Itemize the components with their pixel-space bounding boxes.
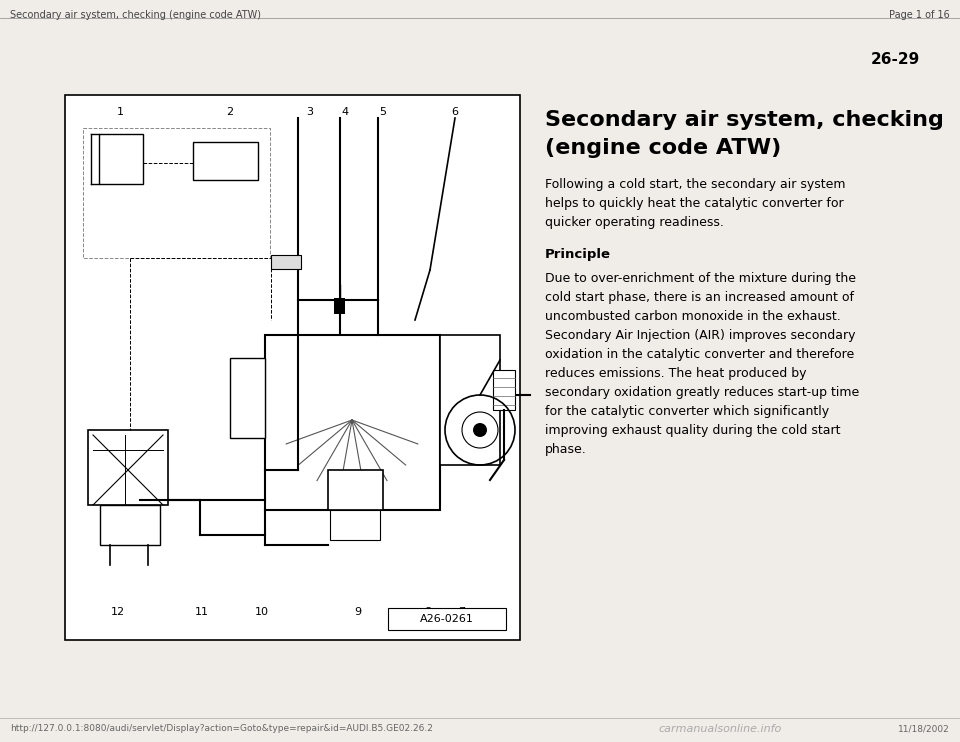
Bar (88, 430, 168, 505)
Text: Due to over-enrichment of the mixture during the
cold start phase, there is an i: Due to over-enrichment of the mixture du… (545, 272, 859, 456)
Text: 10: 10 (255, 607, 269, 617)
Bar (193, 142, 258, 180)
Text: Secondary air system, checking: Secondary air system, checking (545, 110, 944, 130)
Text: 4: 4 (342, 107, 348, 117)
Text: Page 1 of 16: Page 1 of 16 (889, 10, 950, 20)
Circle shape (473, 423, 487, 437)
Bar (100, 505, 160, 545)
Bar (388, 608, 506, 630)
Text: http://127.0.0.1:8080/audi/servlet/Display?action=Goto&type=repair&id=AUDI.B5.GE: http://127.0.0.1:8080/audi/servlet/Displ… (10, 724, 433, 733)
Text: Secondary air system, checking (engine code ATW): Secondary air system, checking (engine c… (10, 10, 261, 20)
Bar (83, 128, 270, 258)
Text: Principle: Principle (545, 248, 611, 261)
Bar (230, 358, 265, 438)
Text: carmanualsonline.info: carmanualsonline.info (659, 724, 781, 734)
Bar (265, 335, 440, 510)
Text: 1: 1 (116, 107, 124, 117)
Bar (493, 370, 515, 410)
Bar (440, 335, 500, 465)
Bar (271, 255, 301, 269)
Text: A26-0261: A26-0261 (420, 614, 474, 624)
Text: 5: 5 (379, 107, 387, 117)
Text: 12: 12 (111, 607, 125, 617)
Text: 26-29: 26-29 (871, 52, 920, 67)
Bar (328, 470, 383, 510)
Text: 7: 7 (459, 607, 466, 617)
Bar (330, 510, 380, 540)
Text: 11: 11 (195, 607, 209, 617)
Text: 6: 6 (451, 107, 459, 117)
Bar (65, 95, 520, 640)
Text: 11/18/2002: 11/18/2002 (899, 724, 950, 733)
Bar (334, 298, 345, 314)
Text: 8: 8 (424, 607, 432, 617)
Text: 3: 3 (306, 107, 314, 117)
Text: 2: 2 (227, 107, 233, 117)
Text: Following a cold start, the secondary air system
helps to quickly heat the catal: Following a cold start, the secondary ai… (545, 178, 846, 229)
Text: (engine code ATW): (engine code ATW) (545, 138, 781, 158)
Text: 9: 9 (354, 607, 362, 617)
Bar (99, 134, 143, 184)
